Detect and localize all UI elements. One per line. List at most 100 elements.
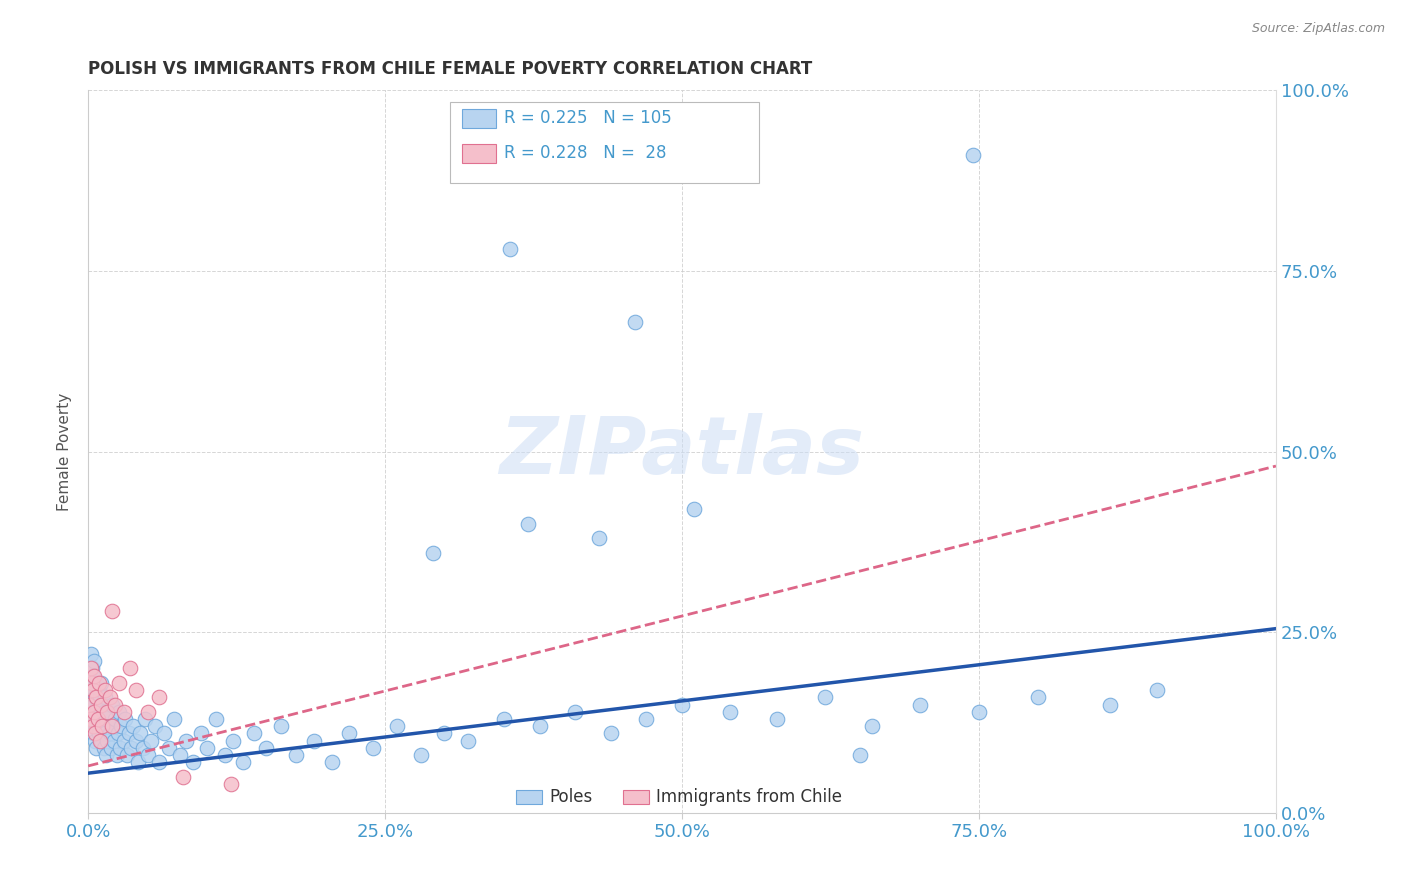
Point	[492, 712, 515, 726]
Point	[86, 705, 108, 719]
Point	[122, 719, 145, 733]
Point	[80, 676, 103, 690]
Point	[86, 719, 108, 733]
Point	[83, 705, 105, 719]
Point	[457, 733, 479, 747]
Point	[87, 726, 110, 740]
FancyBboxPatch shape	[450, 102, 759, 183]
Text: Poles: Poles	[548, 788, 592, 806]
Point	[82, 726, 104, 740]
Point	[270, 719, 292, 733]
Point	[84, 733, 107, 747]
Point	[114, 712, 136, 726]
Point	[683, 502, 706, 516]
Point	[83, 683, 105, 698]
Point	[172, 770, 194, 784]
Point	[1146, 683, 1168, 698]
Text: R = 0.228   N =  28: R = 0.228 N = 28	[503, 145, 666, 162]
Point	[205, 712, 228, 726]
Point	[104, 712, 127, 726]
Point	[84, 726, 107, 740]
Point	[385, 719, 408, 733]
Point	[93, 740, 115, 755]
Point	[1028, 690, 1050, 705]
Point	[83, 654, 105, 668]
Point	[101, 698, 124, 712]
Point	[112, 733, 135, 747]
Point	[94, 690, 117, 705]
Point	[94, 726, 117, 740]
Point	[80, 661, 103, 675]
Point	[83, 712, 105, 726]
Text: R = 0.225   N = 105: R = 0.225 N = 105	[503, 110, 672, 128]
Point	[169, 748, 191, 763]
Point	[564, 705, 586, 719]
Point	[94, 748, 117, 763]
Point	[190, 726, 212, 740]
Point	[79, 712, 101, 726]
Point	[962, 148, 984, 162]
Point	[101, 603, 124, 617]
Point	[86, 698, 108, 712]
Point	[79, 661, 101, 675]
Point	[79, 647, 101, 661]
Point	[104, 698, 127, 712]
Point	[636, 712, 658, 726]
Point	[96, 733, 118, 747]
Point	[87, 683, 110, 698]
Point	[422, 546, 444, 560]
FancyBboxPatch shape	[516, 789, 541, 805]
Point	[120, 740, 142, 755]
Point	[136, 705, 159, 719]
Point	[499, 242, 522, 256]
Point	[157, 740, 180, 755]
FancyBboxPatch shape	[463, 109, 495, 128]
Point	[87, 676, 110, 690]
Point	[90, 698, 112, 712]
Point	[86, 676, 108, 690]
Point	[98, 726, 121, 740]
Point	[813, 690, 835, 705]
Point	[588, 531, 610, 545]
Point	[195, 740, 218, 755]
Point	[148, 690, 170, 705]
Point	[79, 698, 101, 712]
Point	[1098, 698, 1121, 712]
Text: Source: ZipAtlas.com: Source: ZipAtlas.com	[1251, 22, 1385, 36]
Point	[91, 698, 114, 712]
Point	[254, 740, 277, 755]
Point	[163, 712, 186, 726]
Point	[80, 690, 103, 705]
Point	[117, 748, 139, 763]
Text: Immigrants from Chile: Immigrants from Chile	[657, 788, 842, 806]
Point	[89, 690, 111, 705]
Point	[107, 726, 129, 740]
Point	[148, 756, 170, 770]
Point	[94, 683, 117, 698]
Point	[243, 726, 266, 740]
Point	[139, 733, 162, 747]
Point	[98, 690, 121, 705]
Point	[529, 719, 551, 733]
Point	[285, 748, 308, 763]
Point	[671, 698, 693, 712]
Point	[82, 668, 104, 682]
Point	[94, 712, 117, 726]
FancyBboxPatch shape	[463, 144, 495, 162]
Point	[110, 719, 132, 733]
Text: ZIPatlas: ZIPatlas	[499, 413, 865, 491]
Point	[849, 748, 872, 763]
Point	[89, 733, 111, 747]
Point	[83, 668, 105, 682]
Y-axis label: Female Poverty: Female Poverty	[58, 392, 72, 511]
Point	[86, 740, 108, 755]
FancyBboxPatch shape	[623, 789, 648, 805]
Point	[361, 740, 384, 755]
Point	[623, 314, 645, 328]
Point	[136, 748, 159, 763]
Point	[101, 719, 124, 733]
Point	[718, 705, 741, 719]
Point	[153, 726, 176, 740]
Point	[409, 748, 432, 763]
Point	[143, 719, 166, 733]
